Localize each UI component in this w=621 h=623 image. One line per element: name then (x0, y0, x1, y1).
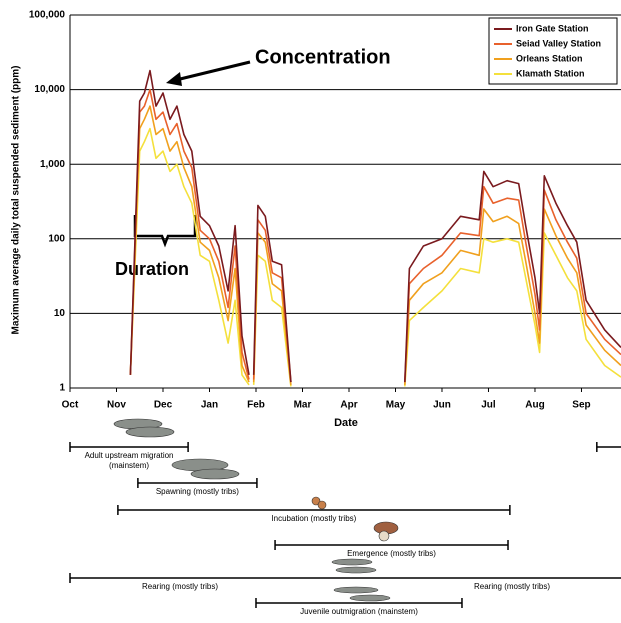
y-tick-label: 100,000 (29, 10, 66, 21)
stage-label: Adult upstream migration (85, 451, 174, 460)
x-tick-label: Mar (294, 400, 312, 411)
y-tick-label: 10 (54, 308, 66, 319)
legend-label: Iron Gate Station (516, 23, 589, 33)
stage-label: Spawning (mostly tribs) (156, 487, 239, 496)
y-tick-label: 1,000 (40, 159, 65, 170)
x-tick-label: Aug (525, 400, 544, 411)
legend-label: Orleans Station (516, 53, 583, 63)
stage-label: Rearing (mostly tribs) (142, 582, 218, 591)
stage-label: Juvenile outmigration (mainstem) (300, 607, 418, 616)
annotation: Concentration (255, 46, 391, 68)
x-tick-label: Sep (572, 400, 590, 411)
y-axis-label: Maximum average daily total suspended se… (11, 66, 22, 335)
arrow (175, 60, 251, 82)
x-tick-label: Oct (62, 400, 79, 411)
legend-label: Seiad Valley Station (516, 38, 601, 48)
x-axis-label: Date (334, 417, 358, 429)
stage-label: Emergence (mostly tribs) (347, 549, 436, 558)
x-tick-label: May (386, 400, 406, 411)
y-tick-label: 100 (48, 233, 65, 244)
x-tick-label: Jul (481, 400, 496, 411)
y-tick-label: 10,000 (34, 84, 65, 95)
stage-label: Rearing (mostly tribs) (474, 582, 550, 591)
x-tick-label: Jun (433, 400, 451, 411)
x-tick-label: Jan (201, 400, 218, 411)
x-tick-label: Dec (154, 400, 173, 411)
stage-label: Incubation (mostly tribs) (271, 514, 356, 523)
brace (133, 215, 197, 248)
arrow-head (166, 72, 182, 86)
legend-label: Klamath Station (516, 68, 585, 78)
series-line (129, 69, 621, 383)
x-tick-label: Nov (107, 400, 126, 411)
stage-label: (mainstem) (109, 461, 149, 470)
annotation: Duration (115, 259, 189, 279)
series-line (129, 88, 621, 383)
series-line (129, 127, 621, 387)
fish-icons (113, 418, 399, 602)
y-tick-label: 1 (59, 383, 65, 394)
legend: Iron Gate Station Seiad Valley Station Orl… (488, 17, 618, 85)
series-line (129, 105, 621, 385)
x-tick-label: Feb (247, 400, 265, 411)
x-tick-label: Apr (340, 400, 357, 411)
